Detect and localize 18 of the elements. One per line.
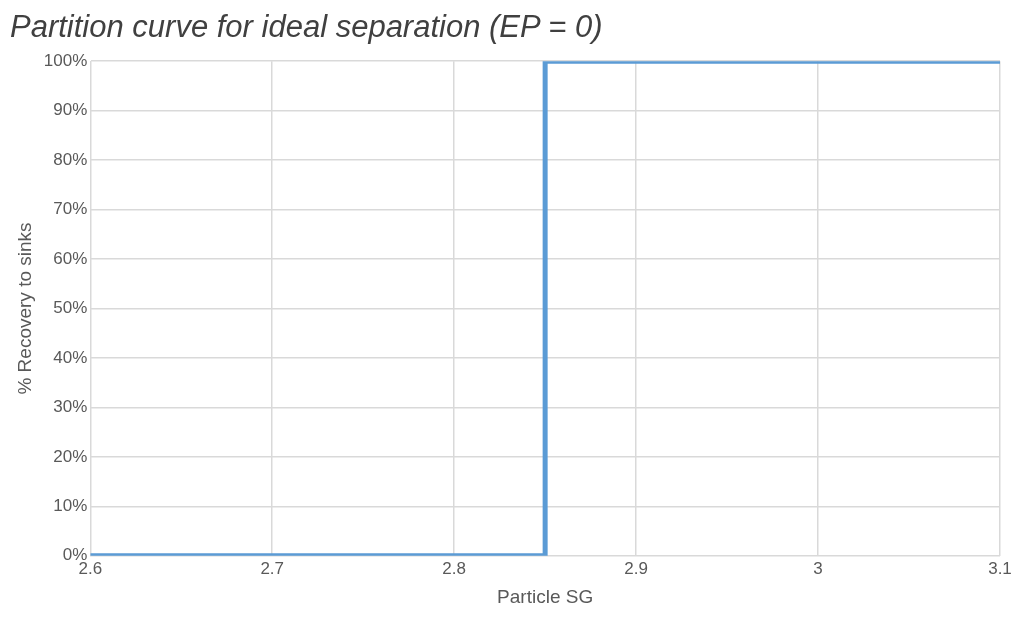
x-axis-title: Particle SG [497,585,594,607]
y-tick-label: 40% [53,347,88,367]
y-tick-label: 30% [53,397,88,417]
y-tick-label: 10% [53,496,88,516]
x-tick-label: 2.9 [624,558,648,578]
y-tick-label: 20% [53,446,88,466]
y-axis-title: % Recovery to sinks [13,222,35,395]
y-tick-label: 90% [53,100,88,120]
x-tick-label: 3 [813,558,823,578]
y-tick-label: 70% [53,199,88,219]
chart-title: Partition curve for ideal separation (EP = 0) [10,9,603,45]
x-tick-label: 2.7 [260,558,285,578]
y-tick-label: 100% [43,50,88,70]
y-tick-label: 60% [53,248,88,268]
y-tick-label: 80% [53,149,88,169]
y-tick-label: 50% [53,298,88,318]
x-tick-label: 3.1 [988,558,1012,578]
x-tick-label: 2.8 [442,558,466,578]
